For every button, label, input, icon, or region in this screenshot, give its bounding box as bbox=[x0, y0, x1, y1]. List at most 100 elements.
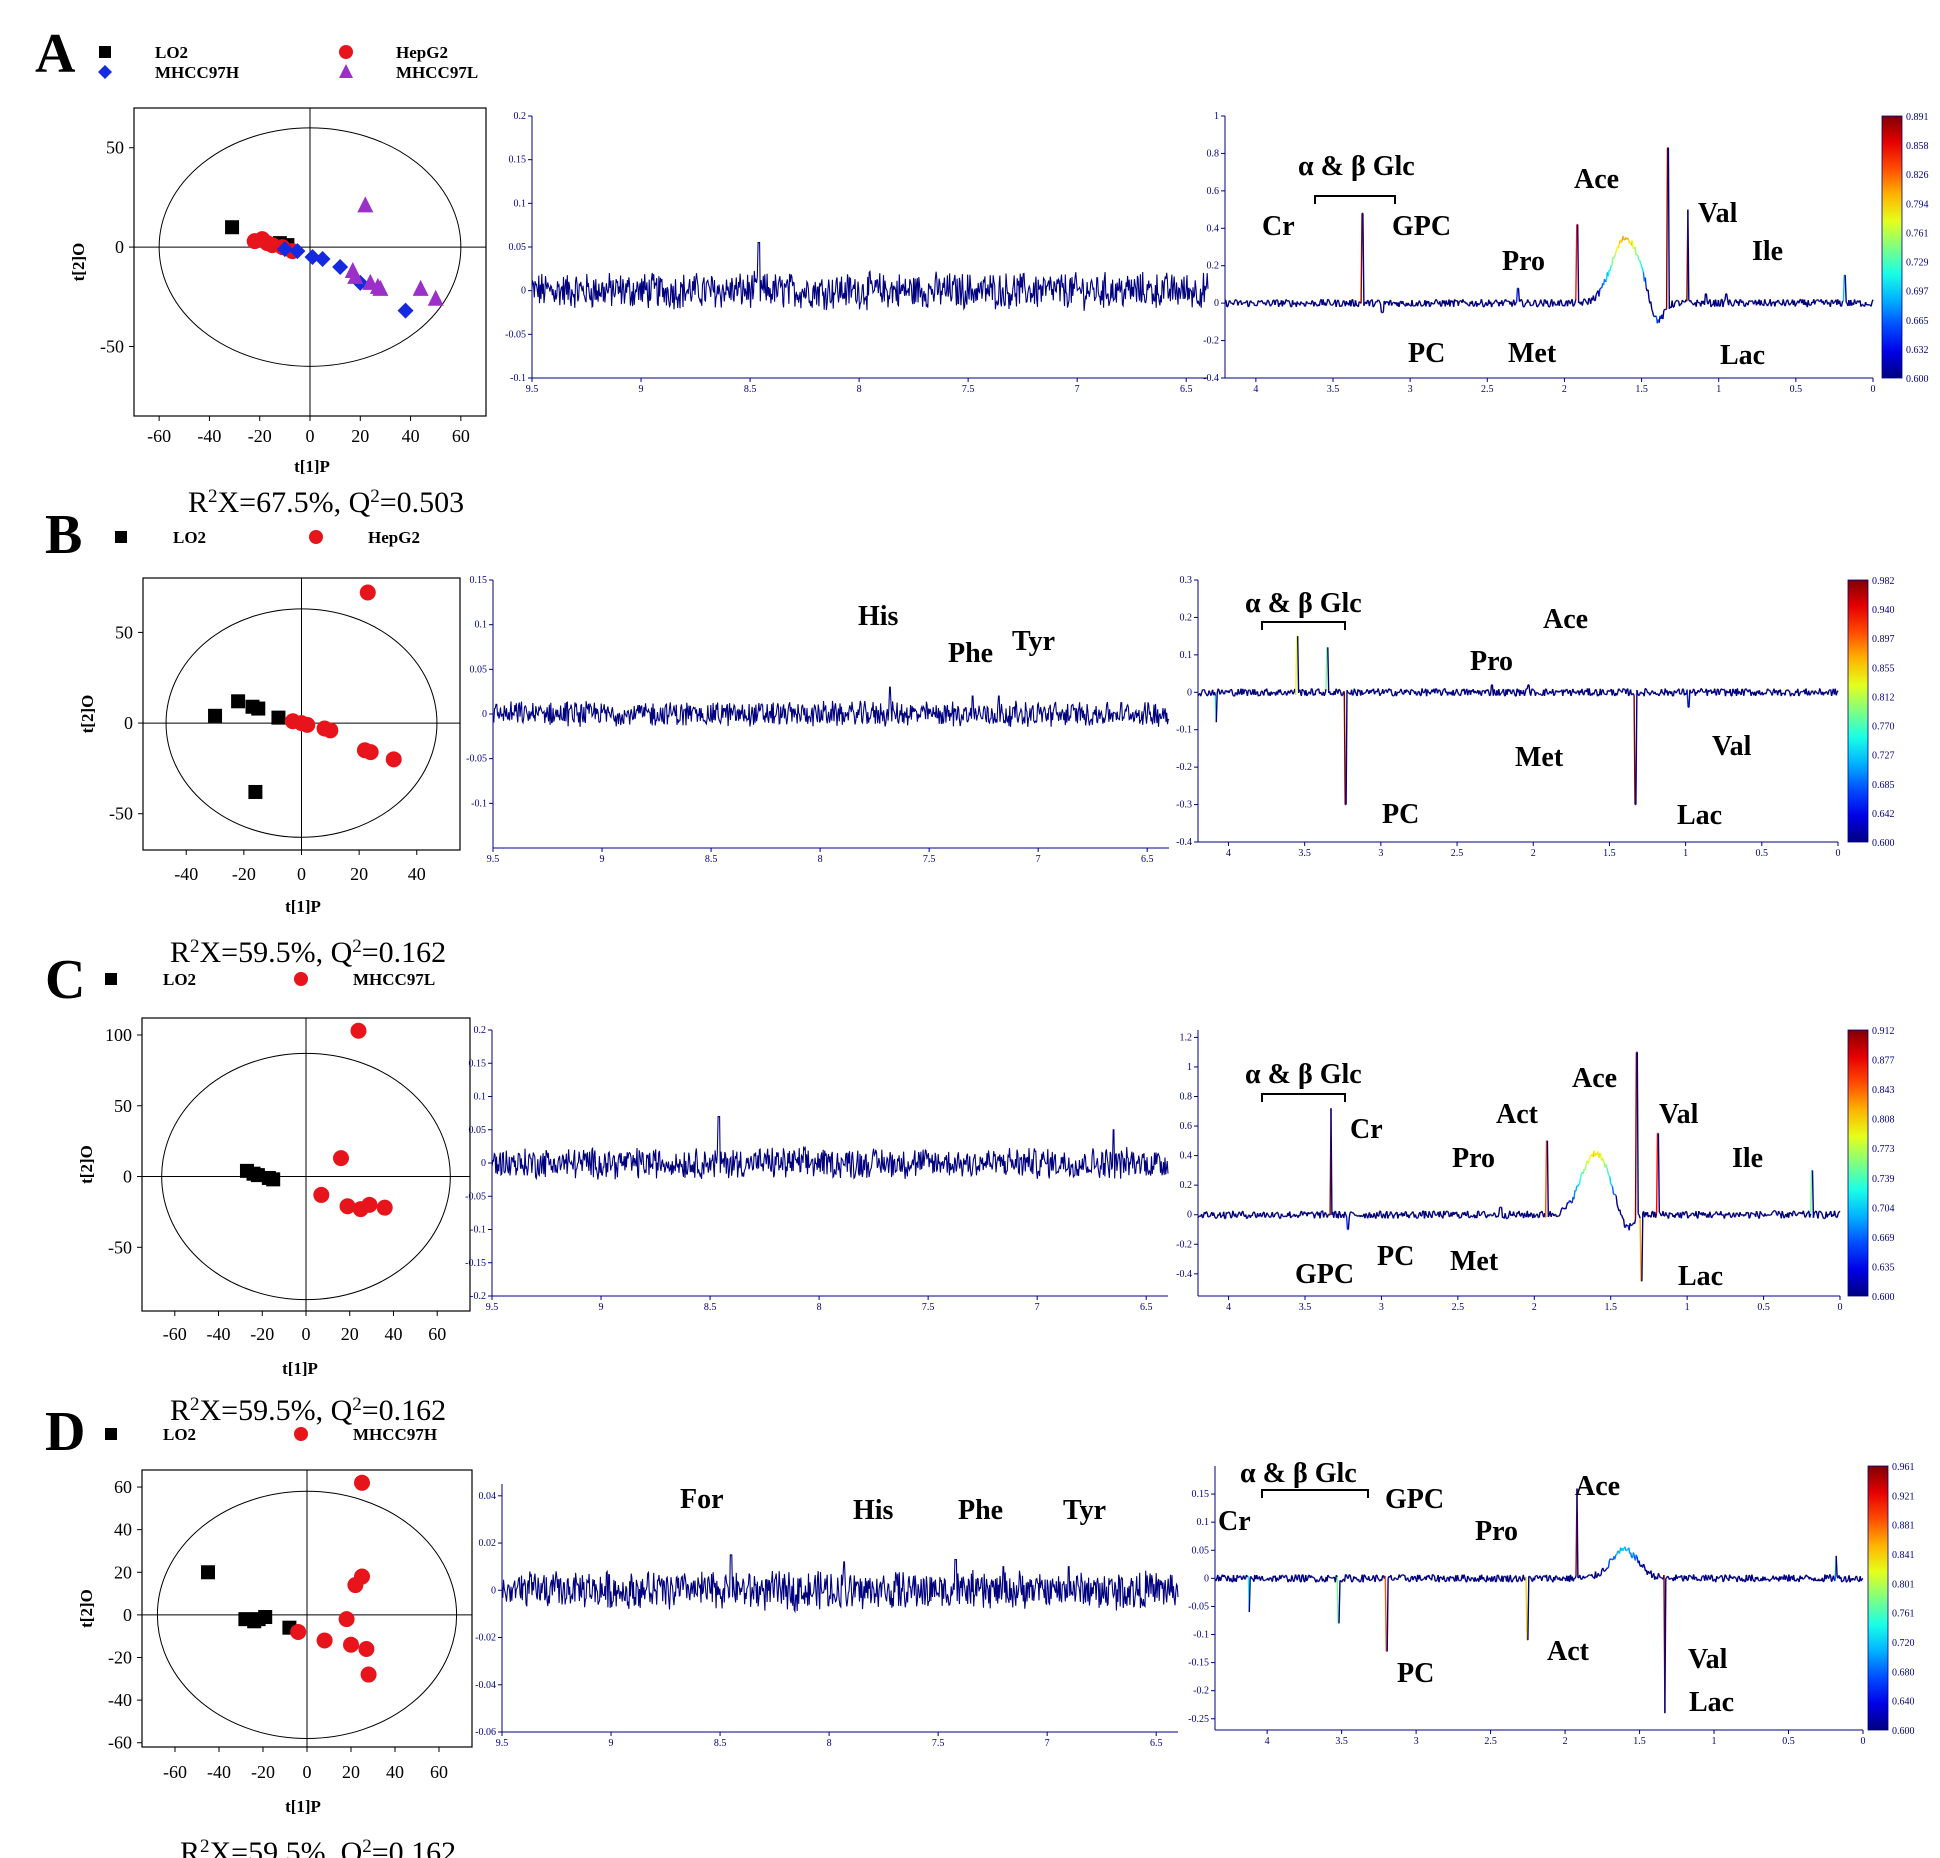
aliphatic-loading-segment bbox=[1405, 1579, 1408, 1581]
aliphatic-loading-segment bbox=[1666, 1214, 1668, 1217]
aliphatic-loading-segment bbox=[1414, 1575, 1417, 1580]
aliphatic-loading-segment bbox=[1471, 300, 1474, 306]
aliphatic-loading-segment bbox=[1738, 300, 1741, 306]
aliphatic-loading-segment bbox=[1293, 1578, 1296, 1583]
aliphatic-loading-segment bbox=[1774, 1210, 1777, 1212]
aliphatic-loading-segment bbox=[1205, 1211, 1208, 1214]
aliphatic-loading-segment bbox=[1633, 1218, 1637, 1224]
aliphatic-x-tick-label: 3.5 bbox=[1298, 848, 1311, 859]
data-point-hepg2 bbox=[362, 744, 379, 761]
aliphatic-loading-segment bbox=[1500, 692, 1502, 695]
aliphatic-loading-segment bbox=[1749, 300, 1752, 303]
aliphatic-loading-segment bbox=[1399, 1575, 1402, 1578]
colorbar-tick-label: 0.680 bbox=[1892, 1667, 1915, 1678]
aliphatic-loading-segment bbox=[1638, 1214, 1641, 1219]
aliphatic-loading-segment bbox=[1352, 1212, 1355, 1215]
aliphatic-loading-segment bbox=[1710, 1215, 1714, 1219]
aliphatic-loading-segment bbox=[1688, 689, 1691, 708]
aliphatic-loading-segment bbox=[1246, 300, 1249, 307]
data-point-mhcc97l bbox=[372, 279, 389, 296]
aliphatic-loading-segment bbox=[1579, 1173, 1583, 1179]
aliphatic-loading-segment bbox=[1716, 1575, 1719, 1579]
aliphatic-loading-segment bbox=[1400, 688, 1403, 693]
aliphatic-loading-segment bbox=[1326, 1214, 1329, 1218]
aliphatic-loading-segment bbox=[1837, 1211, 1840, 1214]
aliphatic-loading-segment bbox=[1306, 1575, 1310, 1580]
aliphatic-loading-segment bbox=[1354, 691, 1357, 695]
aliphatic-loading-segment bbox=[1758, 1579, 1760, 1582]
aliphatic-loading-segment bbox=[1703, 690, 1706, 694]
aliphatic-x-tick-label: 1.5 bbox=[1604, 1302, 1617, 1313]
aliphatic-loading-segment bbox=[1560, 1207, 1563, 1211]
aliphatic-loading-segment bbox=[1860, 304, 1863, 307]
aliphatic-loading-segment bbox=[1478, 303, 1481, 306]
aliphatic-loading-segment bbox=[1615, 1196, 1618, 1205]
aliphatic-loading-segment bbox=[1493, 689, 1496, 694]
aromatic-x-tick-label: 9 bbox=[600, 854, 605, 865]
aliphatic-loading-segment bbox=[1650, 301, 1653, 310]
aliphatic-loading-segment bbox=[1605, 1164, 1608, 1168]
x-tick-label: 40 bbox=[408, 864, 426, 884]
aliphatic-loading-segment bbox=[1267, 299, 1269, 302]
aliphatic-loading-segment bbox=[1232, 1210, 1235, 1215]
aliphatic-loading-segment bbox=[1443, 1575, 1446, 1580]
aliphatic-loading-segment bbox=[1348, 692, 1351, 695]
aliphatic-loading-segment bbox=[1667, 691, 1670, 696]
aliphatic-y-tick-label: -0.4 bbox=[1176, 837, 1192, 848]
aliphatic-loading-segment bbox=[1377, 688, 1380, 692]
aliphatic-loading-segment bbox=[1517, 1579, 1520, 1582]
aliphatic-loading-segment bbox=[1409, 689, 1412, 696]
aliphatic-loading-segment bbox=[1244, 300, 1247, 304]
aliphatic-loading-segment bbox=[1622, 235, 1625, 240]
aliphatic-loading-segment bbox=[1535, 302, 1538, 308]
aliphatic-loading-segment bbox=[1440, 694, 1443, 697]
aliphatic-loading-segment bbox=[1636, 689, 1639, 695]
aliphatic-loading-segment bbox=[1515, 1575, 1518, 1582]
aliphatic-loading-segment bbox=[1555, 304, 1557, 306]
aliphatic-loading-segment bbox=[1724, 1574, 1727, 1577]
aliphatic-loading-segment bbox=[1553, 694, 1555, 697]
colorbar-tick-label: 0.877 bbox=[1872, 1056, 1895, 1067]
aliphatic-loading-segment bbox=[1707, 1575, 1710, 1579]
aliphatic-loading-segment bbox=[1542, 299, 1546, 307]
aliphatic-loading-segment bbox=[1540, 299, 1543, 304]
aliphatic-loading-segment bbox=[1313, 1214, 1317, 1219]
model-stats-part: =0.503 bbox=[380, 486, 464, 519]
aliphatic-loading-segment bbox=[1224, 1212, 1228, 1219]
aliphatic-loading-segment bbox=[1341, 1579, 1344, 1583]
aliphatic-loading-segment bbox=[1319, 1212, 1322, 1219]
aliphatic-loading-segment bbox=[1268, 1578, 1271, 1581]
x-axis-title: t[1]P bbox=[285, 897, 321, 916]
aliphatic-loading-segment bbox=[1665, 1577, 1668, 1579]
aliphatic-x-tick-label: 1 bbox=[1712, 1736, 1717, 1747]
hotelling-ellipse bbox=[156, 1490, 458, 1739]
model-stats-part: 2 bbox=[208, 486, 218, 507]
data-point-lo2 bbox=[250, 1168, 265, 1183]
aromatic-y-tick-label: -0.1 bbox=[510, 373, 526, 384]
aliphatic-loading-segment bbox=[1267, 300, 1271, 304]
aliphatic-loading-segment bbox=[1490, 1213, 1493, 1216]
aliphatic-y-tick-label: 1.2 bbox=[1180, 1032, 1193, 1043]
aliphatic-loading-segment bbox=[1772, 1210, 1775, 1213]
colorbar-tick-label: 0.685 bbox=[1872, 780, 1895, 791]
aliphatic-loading-segment bbox=[1762, 693, 1765, 696]
aliphatic-loading-segment bbox=[1817, 1211, 1820, 1219]
aliphatic-y-tick-label: -0.2 bbox=[1176, 762, 1192, 773]
aliphatic-loading-segment bbox=[1509, 1574, 1512, 1581]
aliphatic-loading-segment bbox=[1471, 1577, 1474, 1580]
aliphatic-loading-segment bbox=[1217, 688, 1220, 691]
aromatic-loading-line bbox=[501, 1554, 1179, 1614]
aliphatic-loading-segment bbox=[1558, 1213, 1561, 1217]
aliphatic-loading-segment bbox=[1254, 692, 1258, 696]
aliphatic-loading-segment bbox=[1243, 689, 1246, 695]
data-point-mhcc97l bbox=[332, 1150, 349, 1167]
aliphatic-loading-segment bbox=[1423, 691, 1426, 694]
aromatic-y-tick-label: 0.05 bbox=[509, 242, 527, 253]
aliphatic-loading-segment bbox=[1429, 1213, 1432, 1217]
aliphatic-loading-segment bbox=[1440, 1214, 1443, 1217]
aliphatic-loading-segment bbox=[1871, 299, 1874, 303]
aliphatic-loading-segment bbox=[1227, 1575, 1230, 1578]
x-axis-title: t[1]P bbox=[285, 1797, 321, 1816]
aliphatic-loading-segment bbox=[1619, 1209, 1622, 1216]
aliphatic-loading-segment bbox=[1742, 302, 1745, 307]
